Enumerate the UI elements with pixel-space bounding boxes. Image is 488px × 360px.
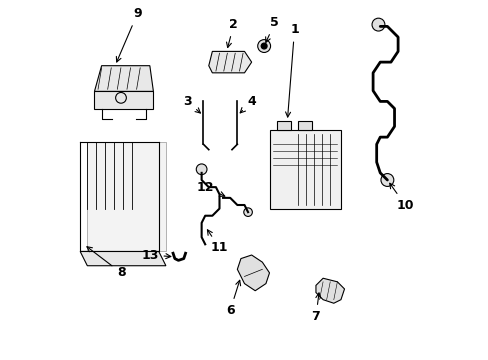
Polygon shape bbox=[94, 66, 153, 91]
Text: 3: 3 bbox=[183, 95, 200, 113]
Text: 8: 8 bbox=[87, 247, 125, 279]
Text: 10: 10 bbox=[389, 183, 413, 212]
Text: 11: 11 bbox=[207, 230, 228, 255]
Text: 5: 5 bbox=[265, 16, 279, 42]
Polygon shape bbox=[208, 51, 251, 73]
Polygon shape bbox=[87, 142, 165, 251]
Bar bbox=[298, 121, 312, 130]
Text: 2: 2 bbox=[226, 18, 238, 48]
Bar bbox=[276, 121, 290, 130]
Text: 6: 6 bbox=[225, 280, 240, 317]
Text: 12: 12 bbox=[196, 181, 224, 196]
Polygon shape bbox=[80, 251, 165, 266]
Polygon shape bbox=[315, 278, 344, 303]
Circle shape bbox=[257, 40, 270, 53]
FancyBboxPatch shape bbox=[269, 130, 340, 208]
Text: 4: 4 bbox=[240, 95, 256, 113]
Circle shape bbox=[380, 174, 393, 186]
Circle shape bbox=[261, 43, 266, 49]
Circle shape bbox=[371, 18, 384, 31]
Text: 7: 7 bbox=[311, 293, 320, 323]
Polygon shape bbox=[237, 255, 269, 291]
Circle shape bbox=[244, 208, 252, 216]
Circle shape bbox=[196, 164, 206, 175]
Text: 1: 1 bbox=[285, 23, 298, 117]
Polygon shape bbox=[94, 91, 153, 109]
Text: 9: 9 bbox=[116, 8, 142, 62]
Text: 13: 13 bbox=[141, 248, 170, 261]
